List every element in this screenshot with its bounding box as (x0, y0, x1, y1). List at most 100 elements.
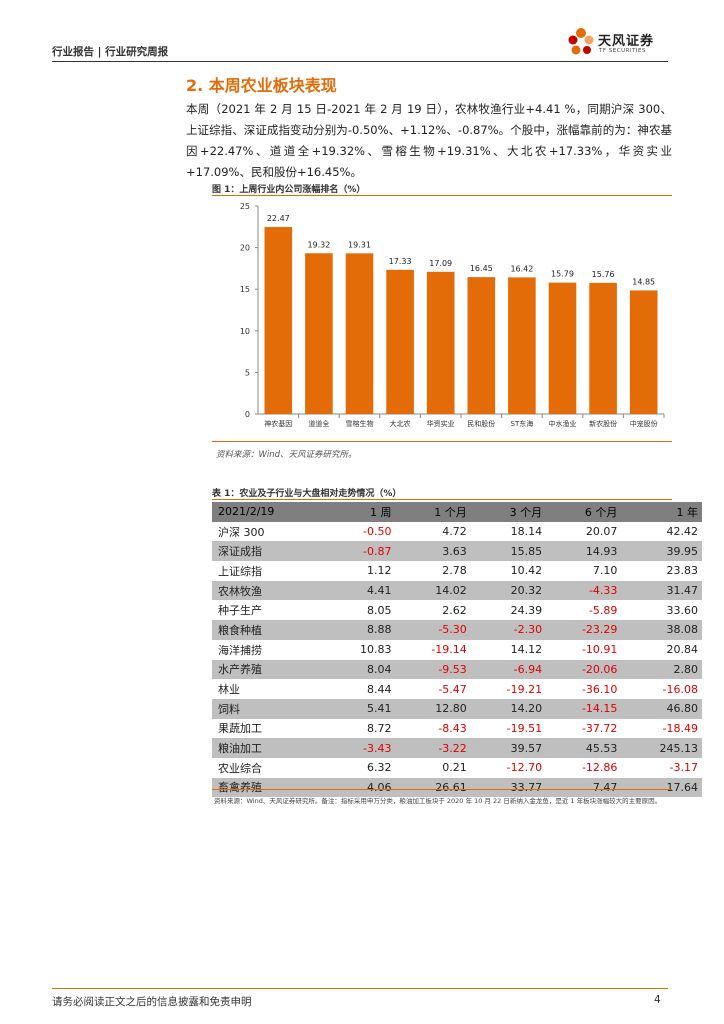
table-cell: 7.10 (592, 564, 618, 578)
header-title: 行业报告 | 行业研究周报 (52, 46, 169, 58)
table-cell: 2.62 (442, 603, 467, 617)
table-cell: 20.32 (470, 580, 547, 601)
table-cell: -19.51 (506, 721, 543, 735)
table-cell: 45.53 (546, 738, 622, 758)
table-cell: 31.47 (621, 580, 702, 601)
flower-logo-icon (568, 28, 594, 55)
y-tick-label: 5 (245, 368, 250, 377)
table-row: 种子生产 8.05 2.62 24.39 -5.89 33.60 (212, 600, 702, 620)
table-cell: -0.87 (327, 541, 396, 562)
table-cell: 15.85 (470, 541, 547, 562)
table-cell: 8.72 (366, 721, 392, 735)
bar (264, 227, 293, 414)
x-category-label: 道道全 (308, 419, 329, 428)
bar-value-label: 19.31 (348, 240, 371, 249)
table-cell: 14.93 (546, 541, 622, 562)
table-cell: 245.13 (621, 738, 702, 758)
table-row-label: 深证成指 (212, 541, 328, 562)
table-row-label: 粮油加工 (212, 738, 328, 758)
table-cell: -8.43 (438, 721, 467, 735)
y-tick-label: 20 (240, 244, 250, 253)
table-row: 上证综指 1.12 2.78 10.42 7.10 23.83 (212, 561, 702, 581)
table-cell: 14.02 (395, 580, 471, 601)
table-row-label: 农业综合 (218, 761, 262, 775)
table-header-cell: 1 年 (621, 502, 702, 522)
bar (345, 253, 374, 414)
bar (629, 290, 658, 414)
table-cell: 4.72 (442, 525, 467, 539)
table-row: 畜禽养殖 4.06 26.61 33.77 7.47 17.64 (212, 777, 702, 798)
table-cell: -5.47 (438, 682, 467, 696)
table-cell: 2.78 (442, 564, 467, 578)
section-paragraph: 本周（2021 年 2 月 15 日-2021 年 2 月 19 日），农林牧渔… (186, 102, 672, 179)
table-cell: 20.07 (585, 525, 618, 539)
figure-title: 图 1：上周行业内公司涨幅排名（%） (212, 185, 366, 195)
table-row-label: 海洋捕捞 (218, 643, 262, 657)
table-cell: -18.49 (662, 721, 698, 735)
bar (589, 282, 617, 414)
table-cell: 3.63 (395, 541, 471, 562)
table-cell: 33.60 (666, 603, 699, 617)
table-top-rule (212, 499, 672, 500)
table-cell: -16.08 (662, 682, 698, 696)
table-cell: -10.91 (581, 643, 618, 657)
footer-disclaimer: 请务必阅读正文之后的信息披露和免责申明 (52, 996, 252, 1008)
bar-value-label: 16.42 (510, 264, 533, 273)
table-cell: 24.39 (510, 603, 543, 617)
company-logo: 天风证券 TF SECURITIES (566, 26, 676, 60)
table-row-label: 果蔬加工 (218, 722, 262, 736)
table-row-label: 沪深 300 (218, 525, 265, 539)
table-row-label: 林业 (218, 683, 240, 697)
bar (305, 253, 333, 414)
table-cell: -14.15 (546, 698, 622, 719)
x-category-label: 神农基因 (264, 419, 292, 428)
table-cell: 1.12 (366, 564, 392, 578)
table-cell: 42.42 (666, 525, 699, 539)
y-tick-label: 0 (245, 410, 250, 419)
table-cell: 4.06 (327, 777, 396, 798)
x-category-label: 中水渔业 (549, 419, 577, 428)
table-header-cell: 1 周 (327, 502, 396, 522)
footer-rule (52, 988, 668, 989)
table-cell: -2.30 (470, 620, 547, 640)
page-number: 4 (654, 994, 661, 1006)
bar-value-label: 17.09 (429, 259, 452, 268)
table-cell: 0.21 (442, 761, 467, 775)
x-category-label: 雪榕生物 (346, 419, 374, 428)
x-category-label: ST东海 (511, 419, 534, 428)
x-category-label: 大北农 (390, 419, 411, 428)
section-title: 2. 本周农业板块表现 (186, 76, 337, 95)
table-cell: 4.41 (327, 580, 396, 601)
table-row: 水产养殖 8.04 -9.53 -6.94 -20.06 2.80 (212, 659, 702, 680)
table-cell: 14.20 (470, 698, 547, 719)
table-row: 农林牧渔 4.41 14.02 20.32 -4.33 31.47 (212, 580, 702, 601)
table-cell: 10.83 (359, 643, 392, 657)
figure-source: 资料来源：Wind、天风证券研究所。 (216, 450, 357, 460)
x-category-label: 中宠股份 (630, 419, 658, 428)
bar-value-label: 19.32 (307, 240, 330, 249)
table-header-cell: 3 个月 (470, 502, 547, 522)
table-cell: -23.29 (546, 620, 622, 640)
table-header-cell: 2021/2/19 (212, 502, 328, 522)
y-tick-label: 15 (240, 285, 250, 294)
table-row-label: 粮食种植 (212, 620, 328, 640)
report-header: 行业报告 | 行业研究周报 (52, 40, 672, 60)
table-row: 深证成指 -0.87 3.63 15.85 14.93 39.95 (212, 541, 702, 562)
table-cell: -3.43 (327, 738, 396, 758)
table-note: 资料来源：Wind、天风证券研究所。备注：指标采用申万分类，粮油加工板块于 20… (214, 797, 662, 805)
bar-value-label: 15.76 (592, 270, 615, 279)
table-cell: 7.47 (546, 777, 622, 798)
bar-value-label: 15.79 (551, 270, 574, 279)
table-cell: -19.14 (431, 643, 467, 657)
table-row-label: 饲料 (212, 698, 328, 719)
figure-bottom-rule (212, 441, 672, 442)
table-row: 农业综合 6.32 0.21 -12.70 -12.86 -3.17 (212, 758, 702, 778)
bar (508, 277, 536, 414)
table-cell: 5.41 (327, 698, 396, 719)
table-row: 粮食种植 8.88 -5.30 -2.30 -23.29 38.08 (212, 620, 702, 640)
x-category-label: 民和股份 (467, 419, 495, 428)
table-cell: 14.12 (510, 643, 543, 657)
table-cell: -0.50 (363, 525, 392, 539)
y-tick-label: 10 (240, 327, 250, 336)
table-cell: 8.04 (327, 659, 396, 680)
